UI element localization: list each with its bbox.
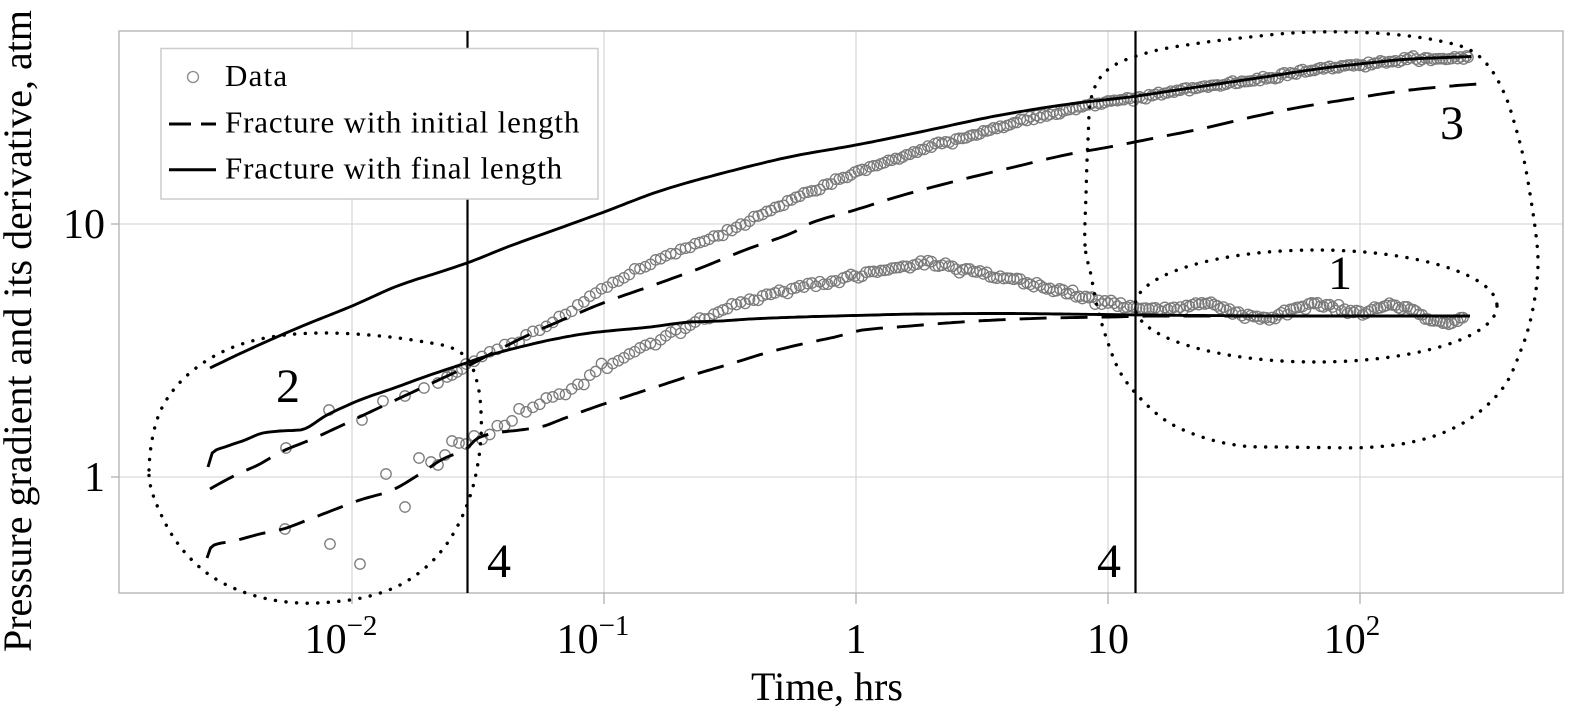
svg-text:Pressure gradient and its deri: Pressure gradient and its derivative, at… xyxy=(0,10,40,652)
svg-text:10: 10 xyxy=(63,202,105,248)
svg-text:10: 10 xyxy=(1087,617,1129,663)
svg-text:Fracture with initial length: Fracture with initial length xyxy=(225,104,580,139)
svg-text:1: 1 xyxy=(1328,247,1352,300)
svg-text:Fracture with final length: Fracture with final length xyxy=(225,150,563,185)
svg-text:Time, hrs: Time, hrs xyxy=(751,664,903,709)
svg-text:1: 1 xyxy=(846,617,867,663)
svg-text:3: 3 xyxy=(1440,97,1464,150)
svg-text:Data: Data xyxy=(225,58,288,93)
svg-text:4: 4 xyxy=(1097,535,1121,588)
svg-text:2: 2 xyxy=(276,360,300,413)
svg-text:4: 4 xyxy=(487,535,511,588)
svg-text:1: 1 xyxy=(84,455,105,501)
